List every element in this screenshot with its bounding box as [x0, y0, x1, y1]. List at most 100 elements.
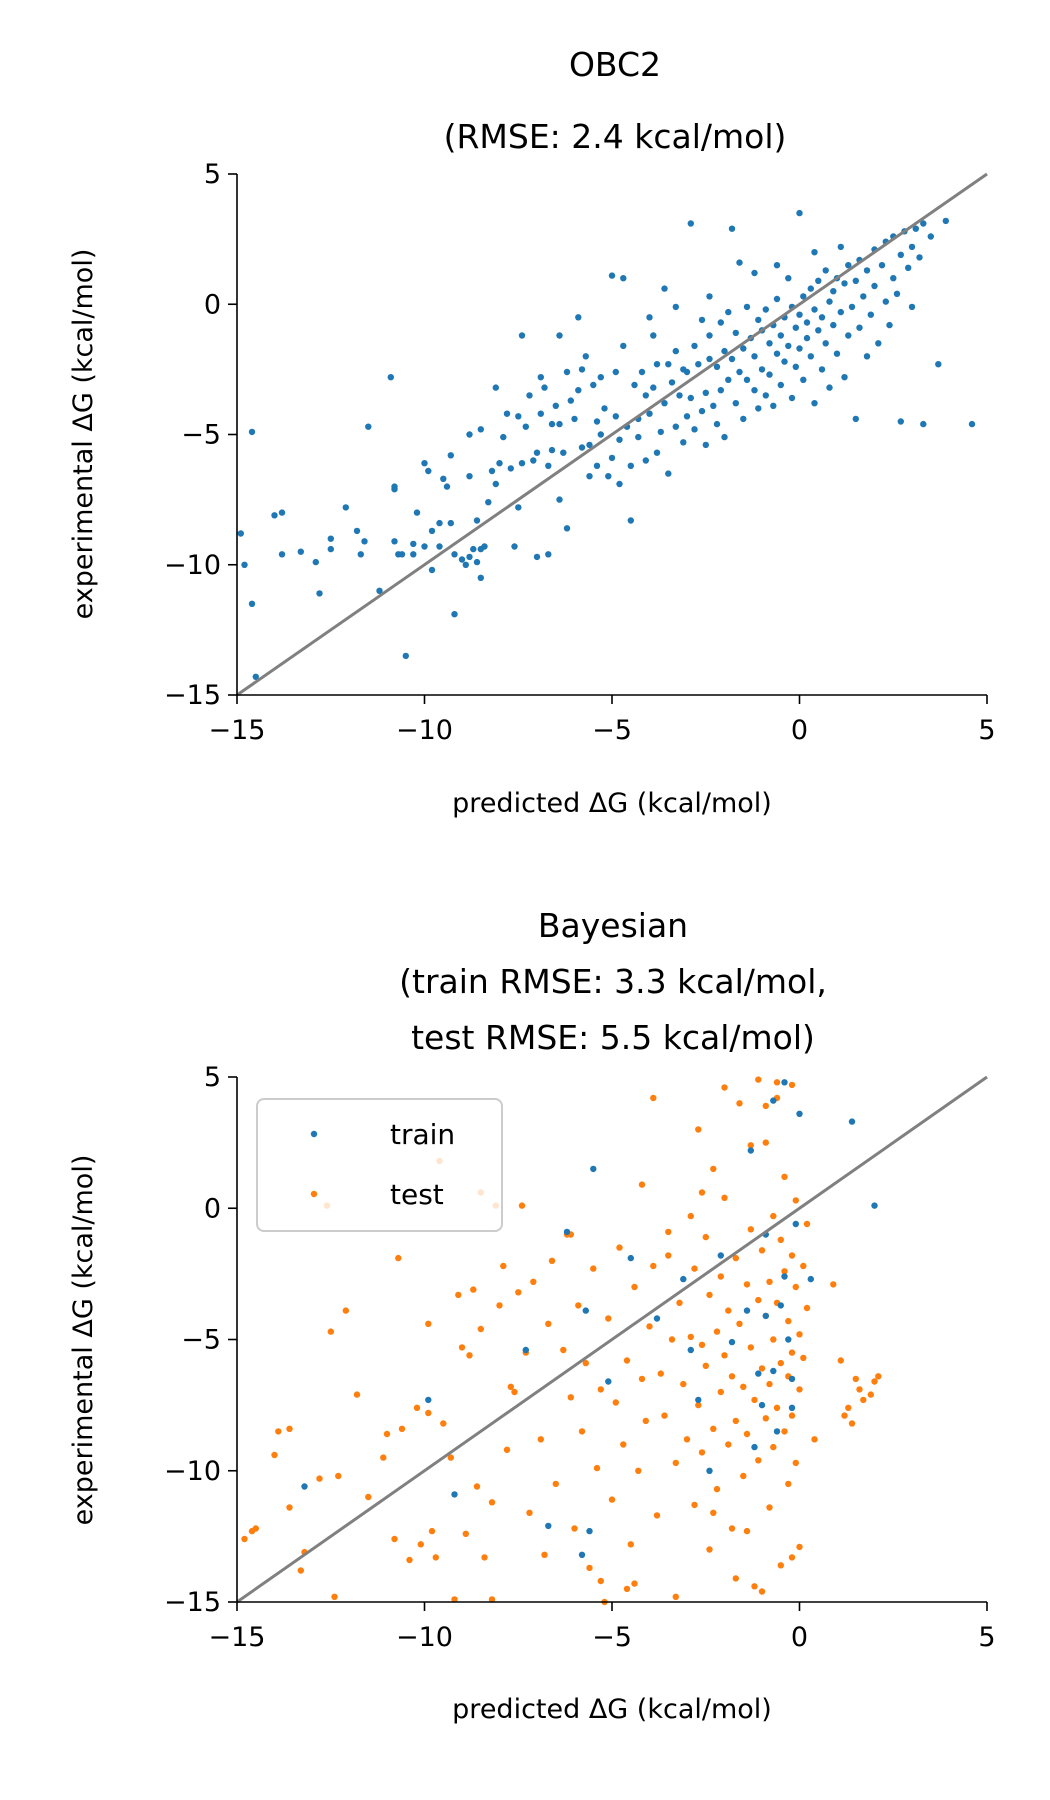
data-point-test-106 [721, 1194, 728, 1202]
x-tick-label: 0 [791, 1622, 808, 1653]
data-point-series-0-116 [642, 457, 649, 464]
data-point-test-115 [736, 1320, 743, 1328]
y-tick-label: −15 [164, 1587, 221, 1618]
data-point-series-0-54 [488, 467, 496, 475]
data-point-series-0-83 [563, 525, 571, 532]
data-point-test-52 [552, 1480, 559, 1488]
data-point-test-182 [650, 1094, 657, 1102]
data-point-test-4 [275, 1428, 282, 1435]
data-point-test-181 [875, 1373, 882, 1380]
data-point-series-0-122 [657, 428, 664, 436]
data-point-series-0-251 [556, 332, 563, 339]
data-point-series-0-202 [815, 277, 822, 284]
chart-title-line-2: (RMSE: 2.4 kcal/mol) [444, 117, 787, 156]
data-point-test-123 [751, 1396, 758, 1404]
data-point-test-34 [477, 1325, 484, 1333]
data-point-test-152 [792, 1283, 799, 1291]
data-point-test-184 [762, 1102, 769, 1110]
data-point-series-0-8 [297, 548, 304, 555]
data-point-test-0 [241, 1535, 248, 1543]
data-point-series-0-213 [837, 308, 844, 316]
data-point-train-3 [522, 1346, 529, 1354]
data-point-series-0-33 [428, 566, 436, 574]
data-point-test-116 [740, 1472, 747, 1480]
data-point-train-31 [781, 1079, 788, 1086]
data-point-series-0-104 [616, 480, 623, 488]
data-point-series-0-154 [725, 308, 732, 316]
data-point-test-100 [710, 1425, 717, 1433]
data-point-test-93 [695, 1126, 702, 1133]
data-point-series-0-115 [642, 392, 649, 399]
data-point-test-118 [743, 1281, 751, 1288]
data-point-series-0-218 [848, 303, 856, 311]
data-point-test-180 [871, 1378, 878, 1385]
data-point-test-101 [710, 1165, 717, 1173]
identity-reference-line [236, 1075, 988, 1604]
y-tick-label: 5 [204, 1062, 221, 1093]
data-point-test-142 [777, 1562, 784, 1569]
data-point-series-0-105 [616, 436, 623, 443]
data-point-series-0-258 [811, 249, 818, 256]
data-point-test-95 [698, 1449, 706, 1456]
data-point-series-0-45 [466, 431, 473, 438]
data-point-test-158 [800, 1262, 807, 1270]
data-point-test-76 [646, 1323, 653, 1330]
legend-marker-train [310, 1130, 318, 1138]
data-point-train-36 [871, 1202, 878, 1209]
y-tick-label: −5 [181, 420, 221, 451]
data-point-series-0-15 [357, 551, 364, 558]
data-point-series-0-225 [863, 267, 871, 274]
data-point-test-150 [788, 1349, 796, 1356]
data-point-series-0-58 [500, 433, 507, 441]
x-axis-label: predicted ΔG (kcal/mol) [452, 788, 772, 819]
data-point-test-98 [706, 1546, 713, 1553]
data-point-series-0-110 [627, 517, 634, 524]
data-point-series-0-236 [893, 290, 901, 297]
data-point-series-0-80 [556, 420, 563, 428]
data-point-train-20 [751, 1443, 758, 1451]
data-point-series-0-86 [575, 314, 582, 321]
data-point-test-135 [770, 1336, 777, 1343]
data-point-series-0-146 [710, 402, 717, 409]
data-point-series-0-25 [402, 652, 409, 660]
data-point-series-0-210 [830, 288, 837, 295]
data-point-train-8 [586, 1527, 593, 1535]
data-point-series-0-129 [672, 347, 679, 355]
data-point-test-73 [635, 1467, 642, 1475]
data-point-test-149 [788, 1252, 796, 1259]
data-point-series-0-60 [507, 465, 514, 472]
x-tick-label: −15 [209, 715, 266, 746]
data-point-test-190 [488, 1596, 496, 1603]
data-point-series-0-183 [781, 358, 788, 365]
data-point-test-65 [605, 1315, 612, 1322]
data-point-test-32 [470, 1286, 477, 1293]
data-point-test-33 [473, 1483, 481, 1490]
data-point-series-0-1 [241, 561, 248, 568]
data-point-series-0-43 [462, 561, 469, 568]
data-point-test-124 [755, 1296, 762, 1304]
data-point-series-0-103 [612, 413, 619, 420]
data-point-series-0-7 [278, 551, 286, 558]
data-point-train-14 [687, 1346, 694, 1354]
x-tick-label: −5 [592, 715, 632, 746]
data-point-series-0-26 [410, 540, 417, 548]
data-point-test-108 [725, 1441, 732, 1448]
data-point-train-33 [788, 1404, 796, 1412]
data-point-test-94 [698, 1341, 706, 1349]
data-point-test-122 [751, 1583, 758, 1590]
y-axis-ticks: −15 −10 −5 0 5 [164, 159, 237, 711]
data-point-series-0-228 [871, 282, 878, 290]
x-tick-label: −5 [592, 1622, 632, 1653]
data-point-series-0-62 [515, 504, 522, 511]
chart-title-line-1: OBC2 [569, 45, 661, 84]
data-point-series-0-200 [811, 400, 818, 407]
data-point-series-0-197 [807, 285, 814, 292]
data-point-test-19 [413, 1404, 421, 1412]
data-point-train-7 [582, 1307, 589, 1314]
data-point-series-0-79 [556, 496, 563, 503]
data-point-series-0-82 [563, 368, 571, 376]
obc2-scatter-panel: OBC2 (RMSE: 2.4 kcal/mol) −15 −10 −5 0 5 −15… [68, 45, 996, 819]
data-point-train-37 [755, 1370, 762, 1377]
data-point-series-0-135 [687, 220, 694, 227]
data-point-test-186 [732, 1575, 739, 1582]
